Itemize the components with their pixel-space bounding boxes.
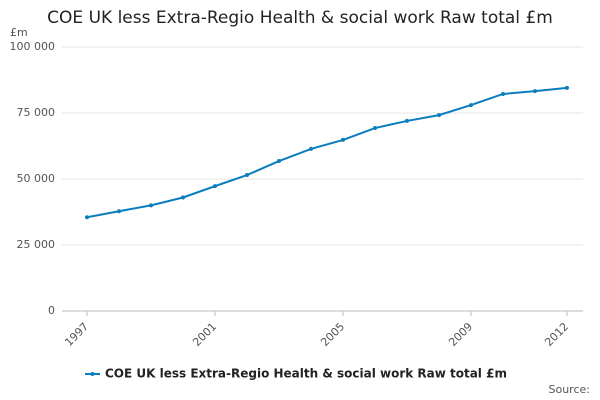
data-point: [373, 126, 377, 131]
y-tick-label: 0: [48, 304, 55, 317]
legend-label: COE UK less Extra-Regio Health & social …: [105, 367, 507, 381]
data-point: [533, 89, 537, 94]
data-point: [405, 118, 409, 123]
x-tick-label: 2001: [190, 320, 219, 349]
x-tick-label: 2005: [318, 320, 347, 349]
data-line: [86, 86, 568, 219]
data-point: [469, 103, 473, 108]
data-point: [341, 137, 345, 142]
y-axis-unit: £m: [10, 26, 28, 39]
data-point: [85, 215, 89, 220]
data-point: [277, 159, 281, 164]
data-point: [501, 91, 505, 96]
source: Source:: [549, 383, 591, 396]
data-point: [245, 173, 249, 178]
data-point: [213, 184, 217, 189]
data-point: [181, 195, 185, 200]
y-tick-label: 75 000: [17, 106, 56, 119]
data-point: [437, 113, 441, 118]
y-tick-label: 100 000: [10, 40, 56, 53]
data-point: [309, 146, 313, 151]
data-point: [117, 209, 121, 214]
y-tick-label: 50 000: [17, 172, 56, 185]
x-tick-label: 2012: [542, 320, 571, 349]
data-point: [149, 203, 153, 208]
data-point: [565, 85, 569, 90]
y-tick-label: 25 000: [17, 238, 56, 251]
chart-title: COE UK less Extra-Regio Health & social …: [47, 8, 553, 28]
x-tick-label: 2009: [446, 320, 475, 349]
legend-swatch-dot: [90, 372, 95, 376]
x-tick-label: 1997: [62, 320, 91, 349]
